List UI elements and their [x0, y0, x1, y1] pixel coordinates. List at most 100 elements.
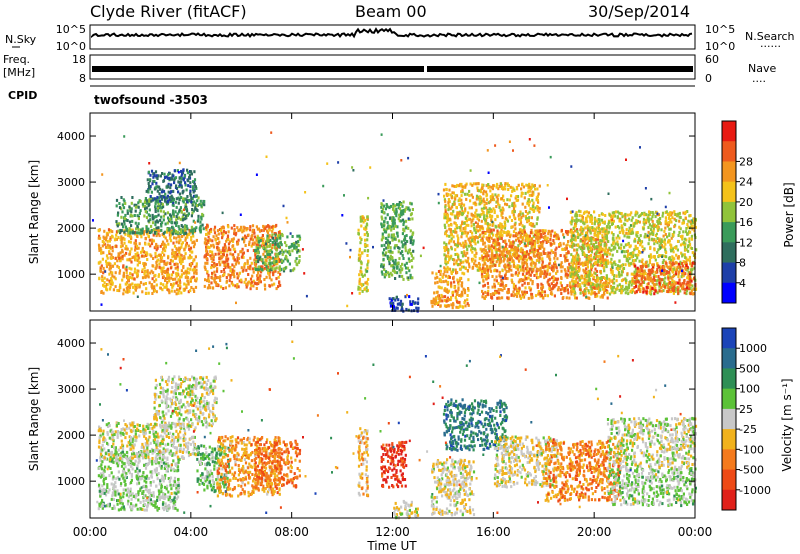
power-cell	[473, 247, 476, 251]
power-cell	[188, 247, 191, 251]
power-cell	[165, 263, 168, 266]
power-cell	[366, 254, 369, 257]
power-cell	[273, 245, 276, 249]
power-cell	[451, 306, 454, 310]
power-cell	[402, 220, 406, 224]
power-cell	[189, 185, 192, 189]
power-cell	[205, 257, 208, 260]
power-cell	[184, 217, 187, 221]
power-cell	[411, 217, 414, 221]
power-cell	[133, 270, 136, 274]
power-cell	[468, 193, 471, 197]
power-cell	[533, 274, 536, 277]
power-cell	[240, 249, 243, 253]
power-cell	[296, 250, 299, 254]
power-cell	[186, 233, 189, 237]
power-cell	[170, 183, 173, 187]
power-cell	[689, 246, 692, 250]
power-cell	[663, 254, 666, 258]
power-cell	[432, 297, 435, 301]
power-cell	[469, 199, 472, 203]
power-cell	[507, 184, 510, 187]
power-cell	[598, 222, 601, 226]
power-cell	[456, 290, 459, 294]
power-cell	[601, 293, 605, 297]
power-cell	[596, 237, 599, 241]
power-cell	[141, 254, 144, 258]
power-cell	[535, 234, 538, 238]
power-cell	[528, 286, 531, 290]
power-cell	[574, 258, 577, 262]
power-cell	[448, 298, 451, 302]
power-cell	[358, 257, 361, 261]
power-cell	[134, 205, 137, 209]
power-cell	[357, 228, 360, 232]
nsky-left-tick-top: 10^5	[56, 23, 86, 36]
power-cell	[640, 260, 643, 264]
power-cell	[445, 192, 448, 196]
power-cell	[171, 232, 174, 236]
power-cell	[120, 207, 123, 211]
power-cell	[158, 192, 161, 196]
power-cell	[491, 275, 494, 278]
power-cell	[222, 229, 226, 233]
power-cell	[446, 290, 449, 294]
power-cell	[399, 299, 403, 303]
power-cell	[477, 225, 480, 229]
power-cell	[443, 288, 446, 292]
power-cell	[507, 288, 510, 291]
power-cell	[153, 285, 156, 289]
power-cell	[408, 208, 411, 212]
power-cell	[635, 253, 638, 257]
power-cell	[278, 281, 281, 285]
power-cell	[196, 219, 199, 223]
power-cell	[153, 246, 156, 250]
power-cell	[265, 245, 268, 249]
power-cell	[216, 283, 219, 286]
power-cell	[220, 226, 223, 230]
power-cell	[131, 219, 134, 223]
power-cell	[590, 268, 593, 272]
power-cell	[108, 272, 111, 276]
power-cell	[494, 193, 497, 197]
power-cell	[487, 289, 490, 293]
power-cell	[498, 246, 501, 250]
power-cell	[109, 285, 112, 289]
power-cell	[225, 279, 228, 283]
power-cell	[409, 213, 413, 217]
power-cell	[516, 256, 519, 260]
power-cell	[195, 268, 198, 272]
power-cell	[456, 271, 459, 274]
power-cell	[496, 182, 499, 186]
power-cell	[512, 230, 516, 234]
power-cell	[643, 211, 646, 215]
power-cell	[535, 269, 538, 273]
power-cell	[531, 205, 534, 208]
power-cell	[657, 278, 660, 282]
power-cell	[277, 275, 280, 279]
power-cell	[541, 230, 544, 234]
power-cell	[449, 207, 452, 211]
power-cell	[608, 220, 611, 224]
power-cell	[497, 242, 501, 246]
power-cell	[108, 287, 112, 291]
power-cell	[163, 270, 166, 273]
power-cell	[484, 249, 487, 253]
power-cell	[260, 265, 263, 269]
power-cell	[143, 272, 146, 276]
power-cell	[463, 185, 466, 189]
power-cell	[474, 211, 477, 215]
power-cell	[155, 260, 158, 264]
power-cell	[472, 201, 475, 205]
power-cell	[444, 260, 447, 264]
power-cell	[100, 248, 103, 252]
power-cell	[169, 236, 172, 240]
power-cell	[358, 277, 361, 281]
power-cell	[282, 259, 285, 263]
power-cell	[147, 213, 150, 217]
power-cell	[612, 247, 615, 251]
power-cell	[282, 269, 286, 273]
power-cell	[169, 233, 172, 237]
power-cell	[503, 226, 507, 230]
power-cell	[483, 200, 486, 204]
